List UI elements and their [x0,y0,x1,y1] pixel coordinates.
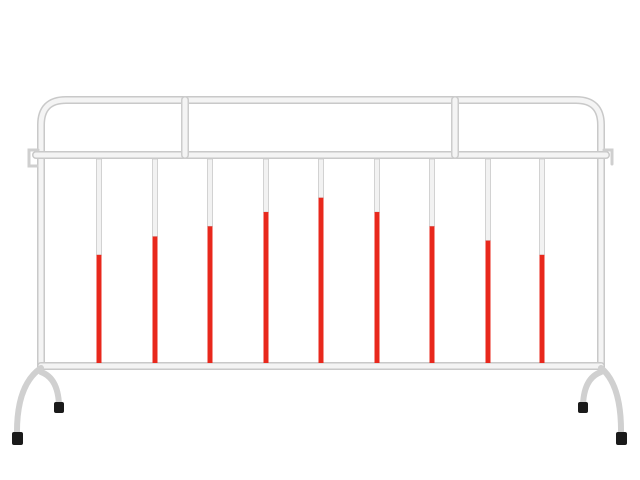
left-inner-foot-cap [54,402,64,413]
left-outer-foot-cap [12,432,23,445]
bar-white-section [152,158,158,237]
bar-red-section [485,240,491,363]
right-outer-leg [598,365,625,439]
right-hook [602,148,614,166]
bar-white-section [429,158,435,227]
bar-white-section [374,158,380,213]
bar-white-section [96,158,102,256]
left-outer-leg [13,365,44,439]
bar-red-section [152,236,158,363]
bar-red-section [263,212,269,363]
bar-white-section [539,158,545,256]
bar-white-section [318,158,324,199]
right-outer-foot-cap [616,432,627,445]
bar-white-section [263,158,269,213]
left-inner-leg [38,369,62,408]
right-inner-leg [580,369,604,408]
bar-red-section [374,212,380,363]
bar-white-section [207,158,213,227]
left-hook [27,148,40,168]
right-inner-foot-cap [578,402,588,413]
bar-red-section [429,226,435,363]
bar-red-section [539,254,545,363]
vertical-bars [96,158,545,363]
bar-red-section [318,197,324,363]
bar-white-section [485,158,491,241]
bar-red-section [96,254,102,363]
outer-frame [38,97,604,371]
barrier-frame [13,96,625,439]
foot-caps [12,402,627,445]
bar-red-section [207,226,213,363]
